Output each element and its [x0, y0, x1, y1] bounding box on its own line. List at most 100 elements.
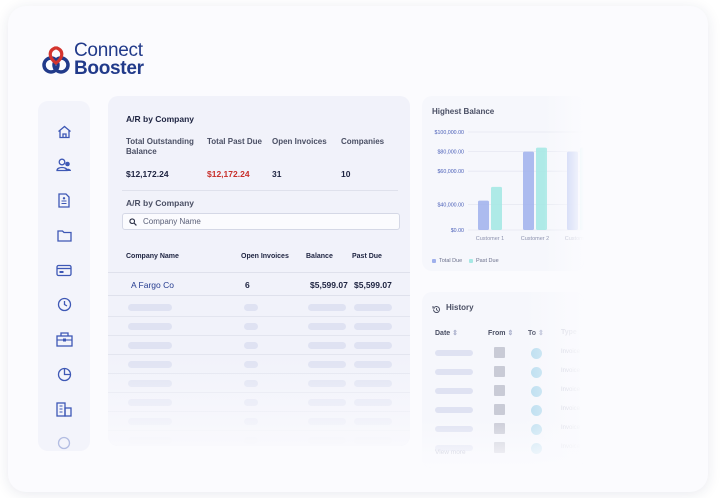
placeholder-pill: [128, 418, 172, 425]
stat-label-open-invoices: Open Invoices: [272, 137, 327, 146]
recipient-avatar: [531, 386, 542, 397]
table-row[interactable]: [108, 272, 410, 296]
history-row[interactable]: Invoice: [422, 439, 584, 458]
placeholder-pill: [244, 437, 258, 444]
recipient-avatar: [531, 405, 542, 416]
placeholder-pill: [308, 399, 346, 406]
bar-past-due[interactable]: [536, 147, 547, 230]
placeholder-pill: [435, 445, 473, 451]
placeholder-row: [108, 431, 410, 446]
divider: [122, 190, 398, 191]
building-icon[interactable]: [54, 329, 74, 349]
y-tick-label: $60,000.00: [437, 169, 464, 175]
image-icon: [494, 442, 505, 453]
placeholder-pill: [128, 323, 172, 330]
placeholder-pill: [435, 350, 473, 356]
stat-value-companies: 10: [341, 169, 351, 179]
placeholder-pill: [354, 380, 392, 387]
company-search[interactable]: [122, 213, 400, 230]
payment-card-icon[interactable]: [54, 260, 74, 280]
placeholder-pill: [308, 323, 346, 330]
history-type: Invoice: [561, 444, 581, 450]
placeholder-row: [108, 317, 410, 336]
folder-icon[interactable]: [54, 225, 74, 245]
history-row[interactable]: Invoice: [422, 363, 584, 382]
placeholder-pill: [128, 342, 172, 349]
placeholder-pill: [435, 407, 473, 413]
placeholder-pill: [244, 418, 258, 425]
y-tick-label: $0.00: [451, 228, 464, 234]
history-row[interactable]: Invoice: [422, 401, 584, 420]
image-icon: [494, 347, 505, 358]
x-tick-label: Customer 1: [476, 236, 504, 242]
placeholder-pill: [128, 399, 172, 406]
sort-icon: ⇕: [538, 330, 544, 337]
history-type: Invoice: [561, 368, 581, 374]
view-more-link[interactable]: View more: [435, 449, 466, 456]
placeholder-pill: [308, 361, 346, 368]
placeholder-pill: [308, 437, 346, 444]
app-window: Connect Booster: [8, 6, 708, 492]
image-icon: [494, 404, 505, 415]
stat-label-companies: Companies: [341, 137, 385, 146]
recipient-avatar: [531, 348, 542, 359]
column-label: To: [528, 330, 537, 337]
placeholder-pill: [128, 380, 172, 387]
highest-balance-panel: Highest Balance $100,000.00 $80,000.00 $60…: [422, 96, 584, 271]
legend-label: Total Due: [439, 258, 463, 264]
stat-value-past-due: $12,172.24: [207, 169, 250, 179]
stat-label-past-due: Total Past Due: [207, 137, 262, 146]
column-header-type[interactable]: Type: [561, 329, 577, 336]
company-link[interactable]: A Fargo Co: [131, 280, 174, 290]
placeholder-pill: [244, 342, 258, 349]
history-row[interactable]: Invoice: [422, 420, 584, 439]
bar-total-due[interactable]: [478, 200, 489, 230]
sidebar: [38, 101, 90, 451]
home-icon[interactable]: [54, 122, 74, 142]
history-type: Invoice: [561, 425, 581, 431]
column-header-balance[interactable]: Balance: [306, 253, 333, 260]
x-tick-label: Customer 2: [521, 236, 549, 242]
history-panel: History Date ⇕ From ⇕ To ⇕ Type Invoice I…: [422, 292, 584, 468]
clock-icon[interactable]: [54, 294, 74, 314]
placeholder-pill: [128, 361, 172, 368]
office-icon[interactable]: [54, 399, 74, 419]
history-row[interactable]: Invoice: [422, 344, 584, 363]
search-input[interactable]: [143, 217, 383, 226]
column-header-company[interactable]: Company Name: [126, 253, 179, 260]
column-header-open-invoices[interactable]: Open Invoices: [241, 253, 289, 260]
stat-label-outstanding: Total Outstanding Balance: [126, 137, 194, 156]
recipient-avatar: [531, 367, 542, 378]
column-label: Date: [435, 330, 451, 337]
placeholder-pill: [435, 369, 473, 375]
panel-title: History: [446, 303, 474, 312]
placeholder-pill: [354, 342, 392, 349]
bar-total-due[interactable]: [567, 151, 578, 230]
document-icon[interactable]: [54, 190, 74, 210]
column-header-from[interactable]: From ⇕: [488, 329, 513, 337]
brand-name-line1: Connect: [74, 40, 143, 61]
placeholder-pill: [354, 304, 392, 311]
placeholder-row: [108, 374, 410, 393]
image-icon: [494, 366, 505, 377]
pie-chart-icon[interactable]: [54, 364, 74, 384]
placeholder-pill: [244, 380, 258, 387]
history-type: Invoice: [561, 387, 581, 393]
column-header-date[interactable]: Date ⇕: [435, 329, 458, 337]
y-tick-label: $40,000.00: [437, 203, 464, 209]
more-icon[interactable]: [54, 433, 74, 453]
placeholder-pill: [128, 437, 172, 444]
bar-past-due[interactable]: [580, 147, 584, 230]
placeholder-row: [108, 298, 410, 317]
bar-total-due[interactable]: [523, 151, 534, 230]
legend-label: Past Due: [476, 258, 499, 264]
bar-chart: $100,000.00 $80,000.00 $60,000.00 $40,000.0…: [435, 130, 584, 242]
history-row[interactable]: Invoice: [422, 382, 584, 401]
column-header-past-due[interactable]: Past Due: [352, 253, 382, 260]
users-icon[interactable]: [54, 155, 74, 175]
column-header-to[interactable]: To ⇕: [528, 329, 544, 337]
legend-swatch: [432, 259, 436, 263]
panel-title: A/R by Company: [126, 114, 195, 124]
bar-past-due[interactable]: [491, 186, 502, 230]
history-icon: [432, 301, 441, 319]
